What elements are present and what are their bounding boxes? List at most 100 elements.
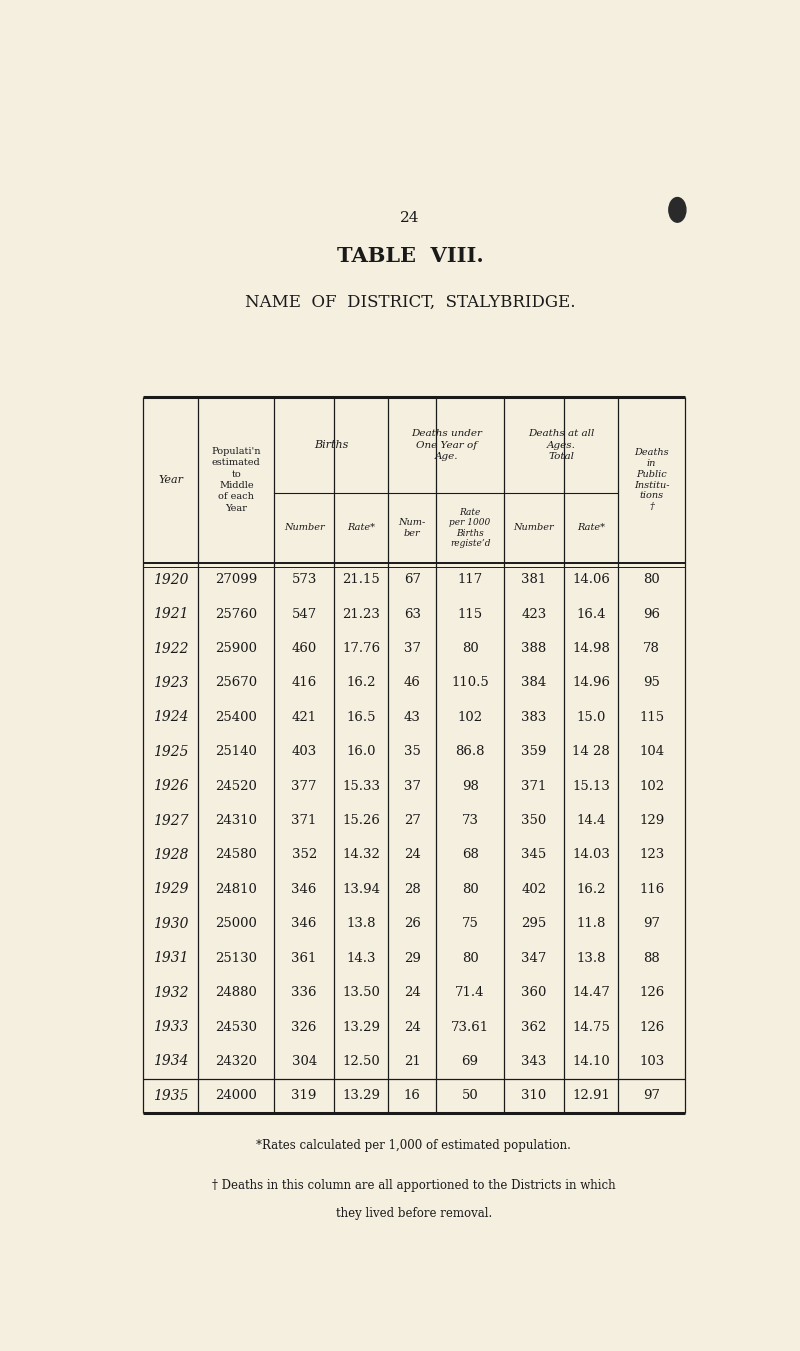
- Text: 13.29: 13.29: [342, 1020, 380, 1034]
- Text: 1930: 1930: [153, 917, 188, 931]
- Text: 346: 346: [291, 884, 317, 896]
- Text: 547: 547: [291, 608, 317, 620]
- Text: 1920: 1920: [153, 573, 188, 586]
- Text: 13.8: 13.8: [346, 917, 376, 931]
- Text: 102: 102: [639, 780, 664, 793]
- Text: 35: 35: [404, 746, 421, 758]
- Text: 24810: 24810: [215, 884, 258, 896]
- Text: 1931: 1931: [153, 951, 188, 965]
- Text: *Rates calculated per 1,000 of estimated population.: *Rates calculated per 1,000 of estimated…: [257, 1139, 571, 1152]
- Text: Deaths
in
Public
Institu-
tions
†: Deaths in Public Institu- tions †: [634, 449, 670, 511]
- Text: 1923: 1923: [153, 676, 188, 690]
- Text: 24580: 24580: [215, 848, 258, 862]
- Text: † Deaths in this column are all apportioned to the Districts in which: † Deaths in this column are all apportio…: [212, 1179, 616, 1192]
- Text: 371: 371: [522, 780, 546, 793]
- Text: 95: 95: [643, 677, 660, 689]
- Text: 14.75: 14.75: [572, 1020, 610, 1034]
- Text: 1934: 1934: [153, 1055, 188, 1069]
- Text: 103: 103: [639, 1055, 664, 1067]
- Text: 24: 24: [404, 986, 421, 1000]
- Text: 25130: 25130: [215, 951, 258, 965]
- Text: 1928: 1928: [153, 848, 188, 862]
- Text: 75: 75: [462, 917, 478, 931]
- Text: 117: 117: [458, 573, 482, 586]
- Text: 73.61: 73.61: [451, 1020, 489, 1034]
- Text: 123: 123: [639, 848, 664, 862]
- Text: 88: 88: [643, 951, 660, 965]
- Text: 350: 350: [522, 815, 546, 827]
- Text: 96: 96: [643, 608, 660, 620]
- Text: 97: 97: [643, 917, 660, 931]
- Text: 43: 43: [404, 711, 421, 724]
- Text: 25760: 25760: [215, 608, 258, 620]
- Text: Rate*: Rate*: [347, 523, 375, 532]
- Text: 362: 362: [522, 1020, 546, 1034]
- Text: 98: 98: [462, 780, 478, 793]
- Text: Births: Births: [314, 440, 349, 450]
- Text: 24520: 24520: [215, 780, 258, 793]
- Text: Num-
ber: Num- ber: [398, 517, 426, 538]
- Text: 24: 24: [404, 1020, 421, 1034]
- Text: 71.4: 71.4: [455, 986, 485, 1000]
- Text: 69: 69: [462, 1055, 478, 1067]
- Text: 377: 377: [291, 780, 317, 793]
- Text: 295: 295: [522, 917, 546, 931]
- Text: 16.2: 16.2: [576, 884, 606, 896]
- Text: 24000: 24000: [215, 1089, 258, 1102]
- Text: 421: 421: [292, 711, 317, 724]
- Text: 13.8: 13.8: [576, 951, 606, 965]
- Text: 63: 63: [404, 608, 421, 620]
- Text: 384: 384: [522, 677, 546, 689]
- Text: 388: 388: [522, 642, 546, 655]
- Text: 16.2: 16.2: [346, 677, 376, 689]
- Text: 28: 28: [404, 884, 421, 896]
- Text: 13.94: 13.94: [342, 884, 380, 896]
- Text: 17.76: 17.76: [342, 642, 380, 655]
- Text: 1927: 1927: [153, 813, 188, 828]
- Text: 14.32: 14.32: [342, 848, 380, 862]
- Text: 27: 27: [404, 815, 421, 827]
- Text: 126: 126: [639, 986, 664, 1000]
- Text: 126: 126: [639, 1020, 664, 1034]
- Text: 345: 345: [522, 848, 546, 862]
- Text: 14.3: 14.3: [346, 951, 376, 965]
- Text: 115: 115: [639, 711, 664, 724]
- Text: 423: 423: [522, 608, 546, 620]
- Text: 13.29: 13.29: [342, 1089, 380, 1102]
- Text: 25140: 25140: [215, 746, 258, 758]
- Text: 360: 360: [522, 986, 546, 1000]
- Text: 14.10: 14.10: [572, 1055, 610, 1067]
- Text: 21.15: 21.15: [342, 573, 380, 586]
- Text: 24: 24: [400, 211, 420, 224]
- Text: 361: 361: [291, 951, 317, 965]
- Text: 25670: 25670: [215, 677, 258, 689]
- Text: 1929: 1929: [153, 882, 188, 897]
- Text: 46: 46: [404, 677, 421, 689]
- Text: 16: 16: [404, 1089, 421, 1102]
- Text: 16.5: 16.5: [346, 711, 376, 724]
- Text: 80: 80: [462, 642, 478, 655]
- Ellipse shape: [669, 197, 686, 222]
- Text: 346: 346: [291, 917, 317, 931]
- Text: 97: 97: [643, 1089, 660, 1102]
- Text: 14 28: 14 28: [572, 746, 610, 758]
- Text: 402: 402: [522, 884, 546, 896]
- Text: 102: 102: [458, 711, 482, 724]
- Text: 1925: 1925: [153, 744, 188, 759]
- Text: 73: 73: [462, 815, 478, 827]
- Text: 371: 371: [291, 815, 317, 827]
- Text: 310: 310: [522, 1089, 546, 1102]
- Text: 1921: 1921: [153, 607, 188, 621]
- Text: 1926: 1926: [153, 780, 188, 793]
- Text: 304: 304: [291, 1055, 317, 1067]
- Text: 12.91: 12.91: [572, 1089, 610, 1102]
- Text: 86.8: 86.8: [455, 746, 485, 758]
- Text: 37: 37: [404, 642, 421, 655]
- Text: 24320: 24320: [215, 1055, 258, 1067]
- Text: 25400: 25400: [215, 711, 258, 724]
- Text: 347: 347: [522, 951, 546, 965]
- Text: 24: 24: [404, 848, 421, 862]
- Text: 25000: 25000: [215, 917, 258, 931]
- Text: Rate
per 1000
Births
registe’d: Rate per 1000 Births registe’d: [450, 508, 490, 549]
- Text: 24530: 24530: [215, 1020, 258, 1034]
